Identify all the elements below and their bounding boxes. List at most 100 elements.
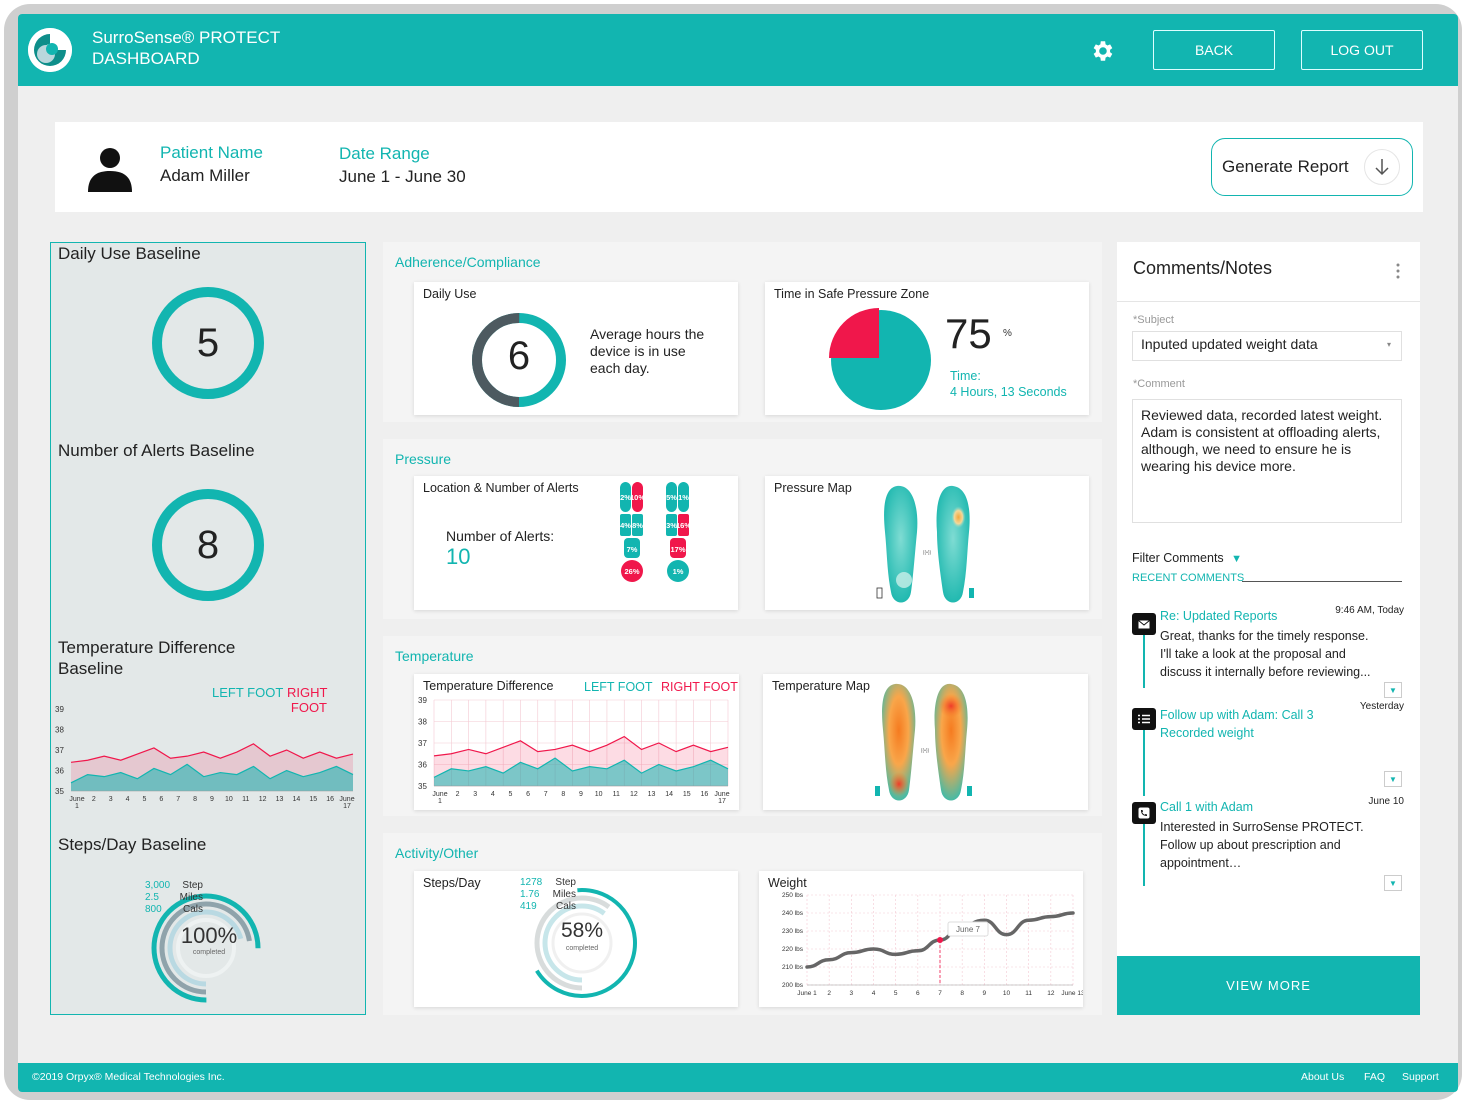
x-tick-label: June	[69, 796, 84, 803]
patient-name: Adam Miller	[160, 166, 250, 185]
footer: ©2019 Orpyx® Medical Technologies Inc. A…	[18, 1063, 1458, 1092]
timeline-line	[1143, 722, 1145, 796]
expand-comment-2-icon[interactable]: ▼	[1384, 771, 1402, 787]
steps-baseline-steps: 3,000	[145, 880, 171, 891]
x-tick-label: 9	[210, 796, 214, 803]
comment-3-title[interactable]: Call 1 with Adam	[1160, 800, 1254, 814]
daily-use-description: Average hours the device is in use each …	[590, 326, 704, 377]
envelope-icon	[1132, 613, 1156, 635]
foot-zone	[632, 514, 643, 536]
steps-completed: completed	[565, 945, 599, 952]
more-vertical-icon[interactable]	[1395, 262, 1401, 280]
steps-baseline-miles-unit: Miles	[179, 892, 203, 903]
temp-map-card: Temperature Map ((•))	[763, 674, 1088, 810]
foot-zone	[621, 560, 643, 582]
x-tick-label: June	[714, 791, 729, 798]
steps-miles: 1.76	[520, 889, 540, 900]
temp-legend-right: RIGHT FOOT	[661, 680, 738, 694]
timeline-line	[1143, 624, 1145, 688]
alerts-count-value: 10	[446, 544, 471, 569]
alerts-baseline-ring: 8	[152, 489, 264, 601]
user-icon	[87, 146, 133, 192]
y-tick-label: 210 lbs	[782, 964, 804, 971]
x-tick-label: 10	[595, 791, 603, 798]
comment-3-time: June 10	[1368, 796, 1404, 807]
app-title-line2: DASHBOARD	[92, 49, 200, 68]
daily-use-card-title: Daily Use	[423, 287, 477, 301]
steps-baseline-title: Steps/Day Baseline	[58, 835, 207, 854]
date-range-block[interactable]: Date Range June 1 - June 30	[339, 144, 466, 187]
daily-use-baseline-value: 5	[196, 320, 220, 365]
steps-pct: 58%	[560, 919, 604, 942]
temp-baseline-title-1: Temperature Difference	[58, 638, 236, 657]
steps-baseline-pct: 100%	[180, 923, 238, 948]
x-tick-label: 3	[109, 796, 113, 803]
weight-card: Weight 250 lbs 240 lbs 230 lbs 220 lbs 210 l…	[759, 871, 1083, 1007]
x-tick-label: June 13	[1061, 990, 1083, 997]
about-link[interactable]: About Us	[1301, 1071, 1345, 1083]
comment-label: *Comment	[1133, 378, 1185, 390]
comment-1-time: 9:46 AM, Today	[1335, 605, 1404, 616]
foot-zone	[632, 482, 643, 512]
alerts-baseline-title: Number of Alerts Baseline	[58, 441, 255, 460]
steps-baseline-rings	[151, 893, 261, 1003]
subject-value: Inputed updated weight data	[1141, 336, 1318, 352]
patient-name-label: Patient Name	[160, 143, 263, 162]
steps-miles-unit: Miles	[552, 889, 576, 900]
temp-baseline-title: Temperature Difference Baseline	[58, 637, 235, 679]
x-tick-label: 14	[292, 796, 300, 803]
faq-link[interactable]: FAQ	[1364, 1071, 1386, 1083]
steps-baseline-miles: 2.5	[145, 892, 159, 903]
support-link[interactable]: Support	[1402, 1071, 1439, 1083]
pressure-title: Pressure	[395, 451, 452, 467]
device-frame: SurroSense® PROTECT DASHBOARD BACK LOG O…	[4, 4, 1462, 1100]
filter-comments-dropdown[interactable]: Filter Comments ▼	[1132, 551, 1242, 565]
baseline-legend-right: RIGHT FOOT	[287, 685, 327, 715]
foot-zone-pct: 17%	[670, 545, 685, 554]
location-alerts-card: Location & Number of Alerts Number of Al…	[414, 476, 738, 610]
alerts-baseline-value: 8	[196, 522, 220, 567]
x-tick-label: 14	[665, 791, 673, 798]
comment-2-title-2: Recorded weight	[1160, 726, 1254, 740]
x-tick-label: 5	[509, 791, 513, 798]
generate-report-button[interactable]: Generate Report	[1211, 138, 1413, 196]
x-tick-label-sub: 17	[343, 803, 351, 810]
x-tick-label: 7	[544, 791, 548, 798]
pressure-panel: Pressure Location & Number of Alerts Num…	[383, 439, 1102, 619]
series-line-right-foot	[70, 743, 354, 763]
back-button[interactable]: BACK	[1153, 30, 1275, 70]
foot-zone-pct: 2%	[620, 493, 631, 502]
gear-icon[interactable]	[1089, 38, 1115, 64]
x-tick-label: 5	[143, 796, 147, 803]
x-tick-label: 16	[700, 791, 708, 798]
daily-use-card: Daily Use 6 Average hours the device is …	[414, 282, 738, 415]
baseline-legend-right-2: FOOT	[290, 700, 327, 715]
daily-use-value: 6	[507, 334, 531, 378]
logout-button[interactable]: LOG OUT	[1301, 30, 1423, 70]
comment-textarea[interactable]: Reviewed data, recorded latest weight. A…	[1132, 399, 1402, 523]
x-tick-label: 10	[225, 796, 233, 803]
view-more-button[interactable]: VIEW MORE	[1117, 956, 1420, 1015]
comment-1-body: Great, thanks for the timely response. I…	[1160, 627, 1371, 681]
expand-comment-3-icon[interactable]: ▼	[1384, 875, 1402, 891]
x-tick-label: 16	[326, 796, 334, 803]
foot-zone	[620, 482, 631, 512]
foot-zone	[678, 514, 689, 536]
x-tick-label: 12	[1047, 990, 1055, 997]
y-tick-label: 240 lbs	[782, 910, 804, 917]
activity-title: Activity/Other	[395, 845, 479, 861]
temp-baseline-title-2: Baseline	[58, 659, 124, 678]
daily-use-desc-1: Average hours the	[590, 326, 705, 342]
comment-1-title[interactable]: Re: Updated Reports	[1160, 609, 1278, 623]
daily-use-ring	[472, 313, 566, 407]
expand-comment-1-icon[interactable]: ▼	[1384, 682, 1402, 698]
subject-select[interactable]: Inputed updated weight data ▾	[1132, 331, 1402, 361]
comment-2-title[interactable]: Follow up with Adam: Call 3 Recorded wei…	[1160, 706, 1314, 742]
x-tick-label: 8	[960, 990, 964, 997]
x-tick-label: 5	[894, 990, 898, 997]
x-tick-label: 9	[983, 990, 987, 997]
comment-3-body: Interested in SurroSense PROTECT. Follow…	[1160, 818, 1364, 872]
foot-zone	[666, 514, 677, 536]
top-bar: SurroSense® PROTECT DASHBOARD BACK LOG O…	[18, 14, 1458, 86]
steps-values: 1278 1.76 419	[520, 877, 542, 913]
